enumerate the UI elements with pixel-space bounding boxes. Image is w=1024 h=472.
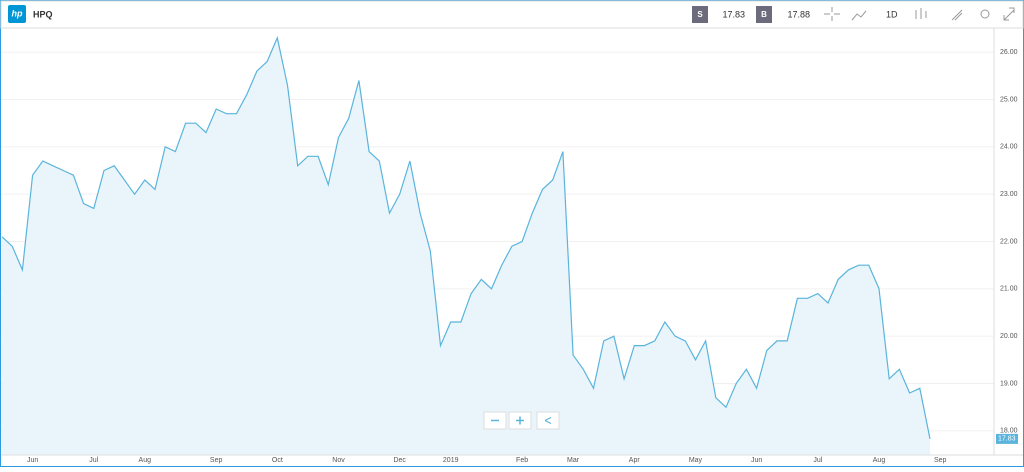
- share[interactable]: [536, 411, 560, 430]
- x-tick-label: 2019: [443, 457, 459, 464]
- x-tick-label: Jun: [751, 457, 762, 464]
- toolbar-icons[interactable]: [824, 7, 1015, 21]
- x-tick-label: Jul: [813, 457, 822, 464]
- y-tick-label: 19.00: [1000, 380, 1018, 387]
- x-tick-label: Jun: [27, 457, 38, 464]
- zoom-controls: [483, 411, 560, 430]
- logo-text: hp: [12, 8, 23, 18]
- x-tick-label: Aug: [873, 457, 886, 464]
- x-tick-label: Apr: [629, 457, 641, 464]
- x-tick-label: May: [689, 457, 703, 464]
- price-line: [1, 35, 931, 440]
- y-tick-label: 22.00: [1000, 238, 1018, 245]
- x-tick-label: Mar: [567, 457, 580, 464]
- sell-button[interactable]: [692, 6, 708, 23]
- y-tick-label: 26.00: [1000, 49, 1018, 56]
- buy-price: 17.88: [787, 9, 810, 19]
- symbol: HPQ: [33, 9, 53, 19]
- x-tick-label: Aug: [139, 457, 152, 464]
- y-tick-label: 23.00: [1000, 191, 1018, 198]
- y-tick-label: 24.00: [1000, 144, 1018, 151]
- y-tick-label: 18.00: [1000, 428, 1018, 435]
- last-price-box: [996, 433, 1018, 444]
- toolbar: [0, 0, 1024, 29]
- buy-label: B: [761, 10, 767, 19]
- sell-price: 17.83: [722, 9, 745, 19]
- x-tick-label: Dec: [393, 457, 406, 464]
- x-tick-label: Feb: [516, 457, 528, 464]
- y-tick-label: 21.00: [1000, 286, 1018, 293]
- x-tick-label: Nov: [332, 457, 345, 464]
- interval[interactable]: 1D: [886, 9, 898, 19]
- x-tick-label: Jul: [89, 457, 98, 464]
- last-price-label: 17.83: [998, 436, 1016, 443]
- y-tick-label: 25.00: [1000, 96, 1018, 103]
- area: [2, 37, 930, 456]
- y-tick-label: 20.00: [1000, 333, 1018, 340]
- buy-button[interactable]: [756, 6, 772, 23]
- logo: [8, 5, 26, 23]
- x-tick-label: Oct: [272, 457, 283, 464]
- x-tick-label: Sep: [934, 457, 947, 464]
- sell-label: S: [697, 10, 703, 19]
- x-tick-label: Sep: [210, 457, 223, 464]
